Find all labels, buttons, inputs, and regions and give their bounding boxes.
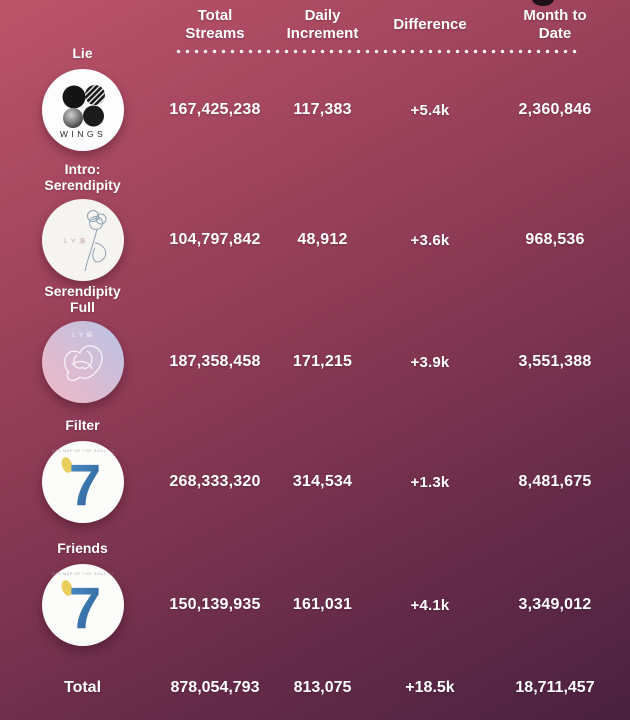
daily-increment-value: 171,215	[292, 353, 353, 370]
dotted-separator	[174, 49, 578, 54]
daily-increment-value: 161,031	[292, 596, 353, 613]
song-title: Serendipity Full	[44, 283, 121, 315]
song-title: Intro: Serendipity	[44, 161, 121, 193]
map-of-the-soul-7-album-art-icon: 7 BTS MAP OF THE SOUL : 7	[41, 441, 124, 523]
song-title: Filter	[65, 417, 100, 433]
svg-text:WINGS: WINGS	[59, 129, 105, 139]
col-header-daily-increment: Daily Increment	[286, 7, 359, 42]
daily-increment-value: 48,912	[297, 231, 348, 248]
svg-text:7: 7	[68, 576, 100, 641]
song-cell: Intro: Serendipity L Y 承	[0, 161, 165, 281]
table-row: Intro: Serendipity L Y 承 104,797,842 48,…	[0, 161, 630, 281]
daily-increment-value: 314,534	[292, 473, 353, 490]
total-streams-value: 268,333,320	[169, 473, 261, 490]
difference-value: +1.3k	[410, 473, 450, 491]
totals-total-streams: 878,054,793	[170, 679, 260, 696]
song-cell: Friends 7 BTS MAP OF THE SOUL : 7	[0, 540, 165, 646]
table-row: Friends 7 BTS MAP OF THE SOUL : 7 150,13…	[0, 540, 630, 646]
song-cell: Filter 7 BTS MAP OF THE SOUL : 7	[0, 417, 165, 523]
svg-text:BTS MAP OF THE SOUL : 7: BTS MAP OF THE SOUL : 7	[51, 448, 113, 453]
table-row: Filter 7 BTS MAP OF THE SOUL : 7 268,333…	[0, 417, 630, 523]
table-row: Lie WING	[0, 45, 630, 151]
col-header-total-streams: Total Streams	[185, 7, 245, 42]
svg-text:BTS MAP OF THE SOUL : 7: BTS MAP OF THE SOUL : 7	[51, 571, 113, 576]
svg-text:L Y 承: L Y 承	[64, 236, 87, 245]
totals-month-to-date: 18,711,457	[515, 679, 595, 696]
total-streams-value: 167,425,238	[169, 101, 261, 118]
total-streams-value: 187,358,458	[169, 353, 261, 370]
svg-text:L Y 結: L Y 結	[72, 331, 93, 339]
totals-difference: +18.5k	[405, 679, 455, 696]
totals-label: Total	[63, 679, 102, 696]
cropped-object-top-edge	[532, 0, 554, 6]
header-spacer	[0, 5, 165, 45]
month-to-date-value: 3,349,012	[518, 596, 592, 613]
month-to-date-value: 968,536	[525, 231, 585, 248]
difference-value: +4.1k	[410, 596, 450, 614]
month-to-date-value: 2,360,846	[518, 101, 592, 118]
difference-value: +3.9k	[410, 353, 450, 371]
love-yourself-her-album-art-icon: L Y 承	[41, 199, 124, 281]
song-cell: Lie WING	[0, 45, 165, 151]
song-cell: Serendipity Full L	[0, 283, 165, 403]
col-header-difference: Difference	[393, 16, 467, 34]
total-streams-value: 150,139,935	[169, 596, 261, 613]
daily-increment-value: 117,383	[293, 101, 352, 118]
wings-album-art-icon: WINGS	[41, 69, 124, 151]
month-to-date-value: 8,481,675	[518, 473, 592, 490]
map-of-the-soul-7-album-art-icon: 7 BTS MAP OF THE SOUL : 7	[41, 564, 124, 646]
svg-text:7: 7	[68, 453, 100, 518]
song-title: Friends	[57, 540, 108, 556]
totals-daily-increment: 813,075	[293, 679, 352, 696]
difference-value: +3.6k	[410, 231, 450, 249]
total-streams-value: 104,797,842	[169, 231, 261, 248]
love-yourself-answer-album-art-icon: L Y 結	[41, 321, 124, 403]
table-row: Serendipity Full L	[0, 283, 630, 403]
song-title: Lie	[72, 45, 93, 61]
totals-row: Total 878,054,793 813,075 +18.5k 18,711,…	[0, 666, 630, 710]
month-to-date-value: 3,551,388	[518, 353, 592, 370]
col-header-month-to-date: Month to Date	[523, 7, 587, 42]
difference-value: +5.4k	[410, 101, 450, 119]
table-header: Total Streams Daily Increment Difference…	[0, 0, 630, 45]
